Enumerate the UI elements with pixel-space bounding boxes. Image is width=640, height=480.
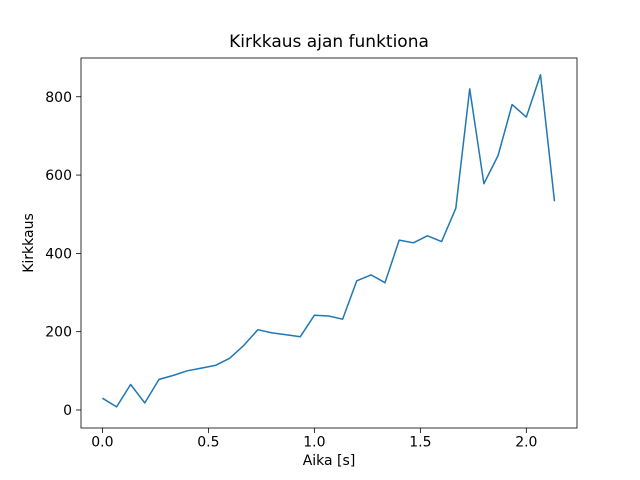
x-tick-label: 2.0 [515, 435, 537, 451]
plot-border [80, 57, 578, 429]
x-tick-label: 0.5 [197, 435, 219, 451]
x-axis-label: Aika [s] [302, 453, 356, 469]
chart-title: Kirkkaus ajan funktiona [229, 32, 429, 52]
x-tick-label: 1.0 [303, 435, 325, 451]
data-line [102, 74, 556, 408]
y-tick-label: 400 [45, 246, 72, 262]
y-tick-label: 600 [45, 168, 72, 184]
x-tick-label: 0.0 [91, 435, 113, 451]
x-tick-label: 1.5 [409, 435, 431, 451]
y-tick-label: 200 [45, 325, 72, 341]
y-tick-label: 0 [63, 403, 72, 419]
y-tick-label: 800 [45, 90, 72, 106]
